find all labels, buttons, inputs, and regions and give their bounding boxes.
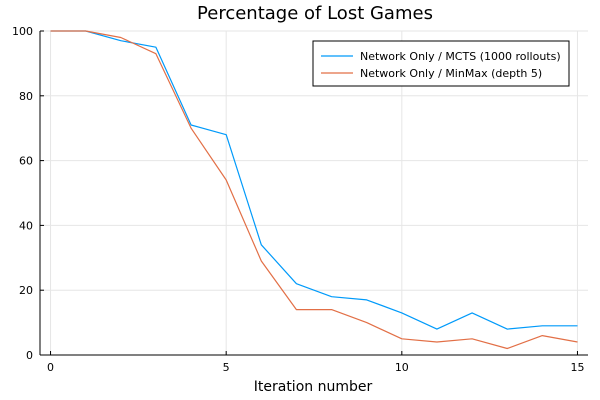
axes bbox=[39, 30, 588, 356]
x-tick-labels: 0 5 10 15 bbox=[47, 361, 584, 374]
x-tick-label: 10 bbox=[395, 361, 409, 374]
series-line-2 bbox=[50, 30, 578, 350]
y-tick-label: 80 bbox=[19, 90, 33, 103]
x-axis-label: Iteration number bbox=[254, 379, 373, 395]
series-line-1 bbox=[50, 30, 578, 330]
y-tick-label: 60 bbox=[19, 155, 33, 168]
legend-box bbox=[312, 40, 570, 87]
y-tick-label: 20 bbox=[19, 284, 33, 297]
legend: Network Only / MCTS (1000 rollouts) Netwo… bbox=[312, 40, 570, 87]
y-tick-label: 40 bbox=[19, 219, 33, 232]
chart-title: Percentage of Lost Games bbox=[197, 3, 433, 24]
legend-entry-1: Network Only / MCTS (1000 rollouts) bbox=[360, 50, 561, 63]
x-tick-label: 0 bbox=[47, 361, 54, 374]
series-lines bbox=[50, 30, 578, 350]
y-tick-label: 0 bbox=[26, 349, 33, 362]
y-tick-label: 100 bbox=[12, 25, 33, 38]
x-tick-label: 5 bbox=[223, 361, 230, 374]
legend-entry-2: Network Only / MinMax (depth 5) bbox=[360, 67, 542, 80]
x-tick-label: 15 bbox=[570, 361, 584, 374]
y-tick-labels: 0 20 40 60 80 100 bbox=[12, 25, 33, 362]
